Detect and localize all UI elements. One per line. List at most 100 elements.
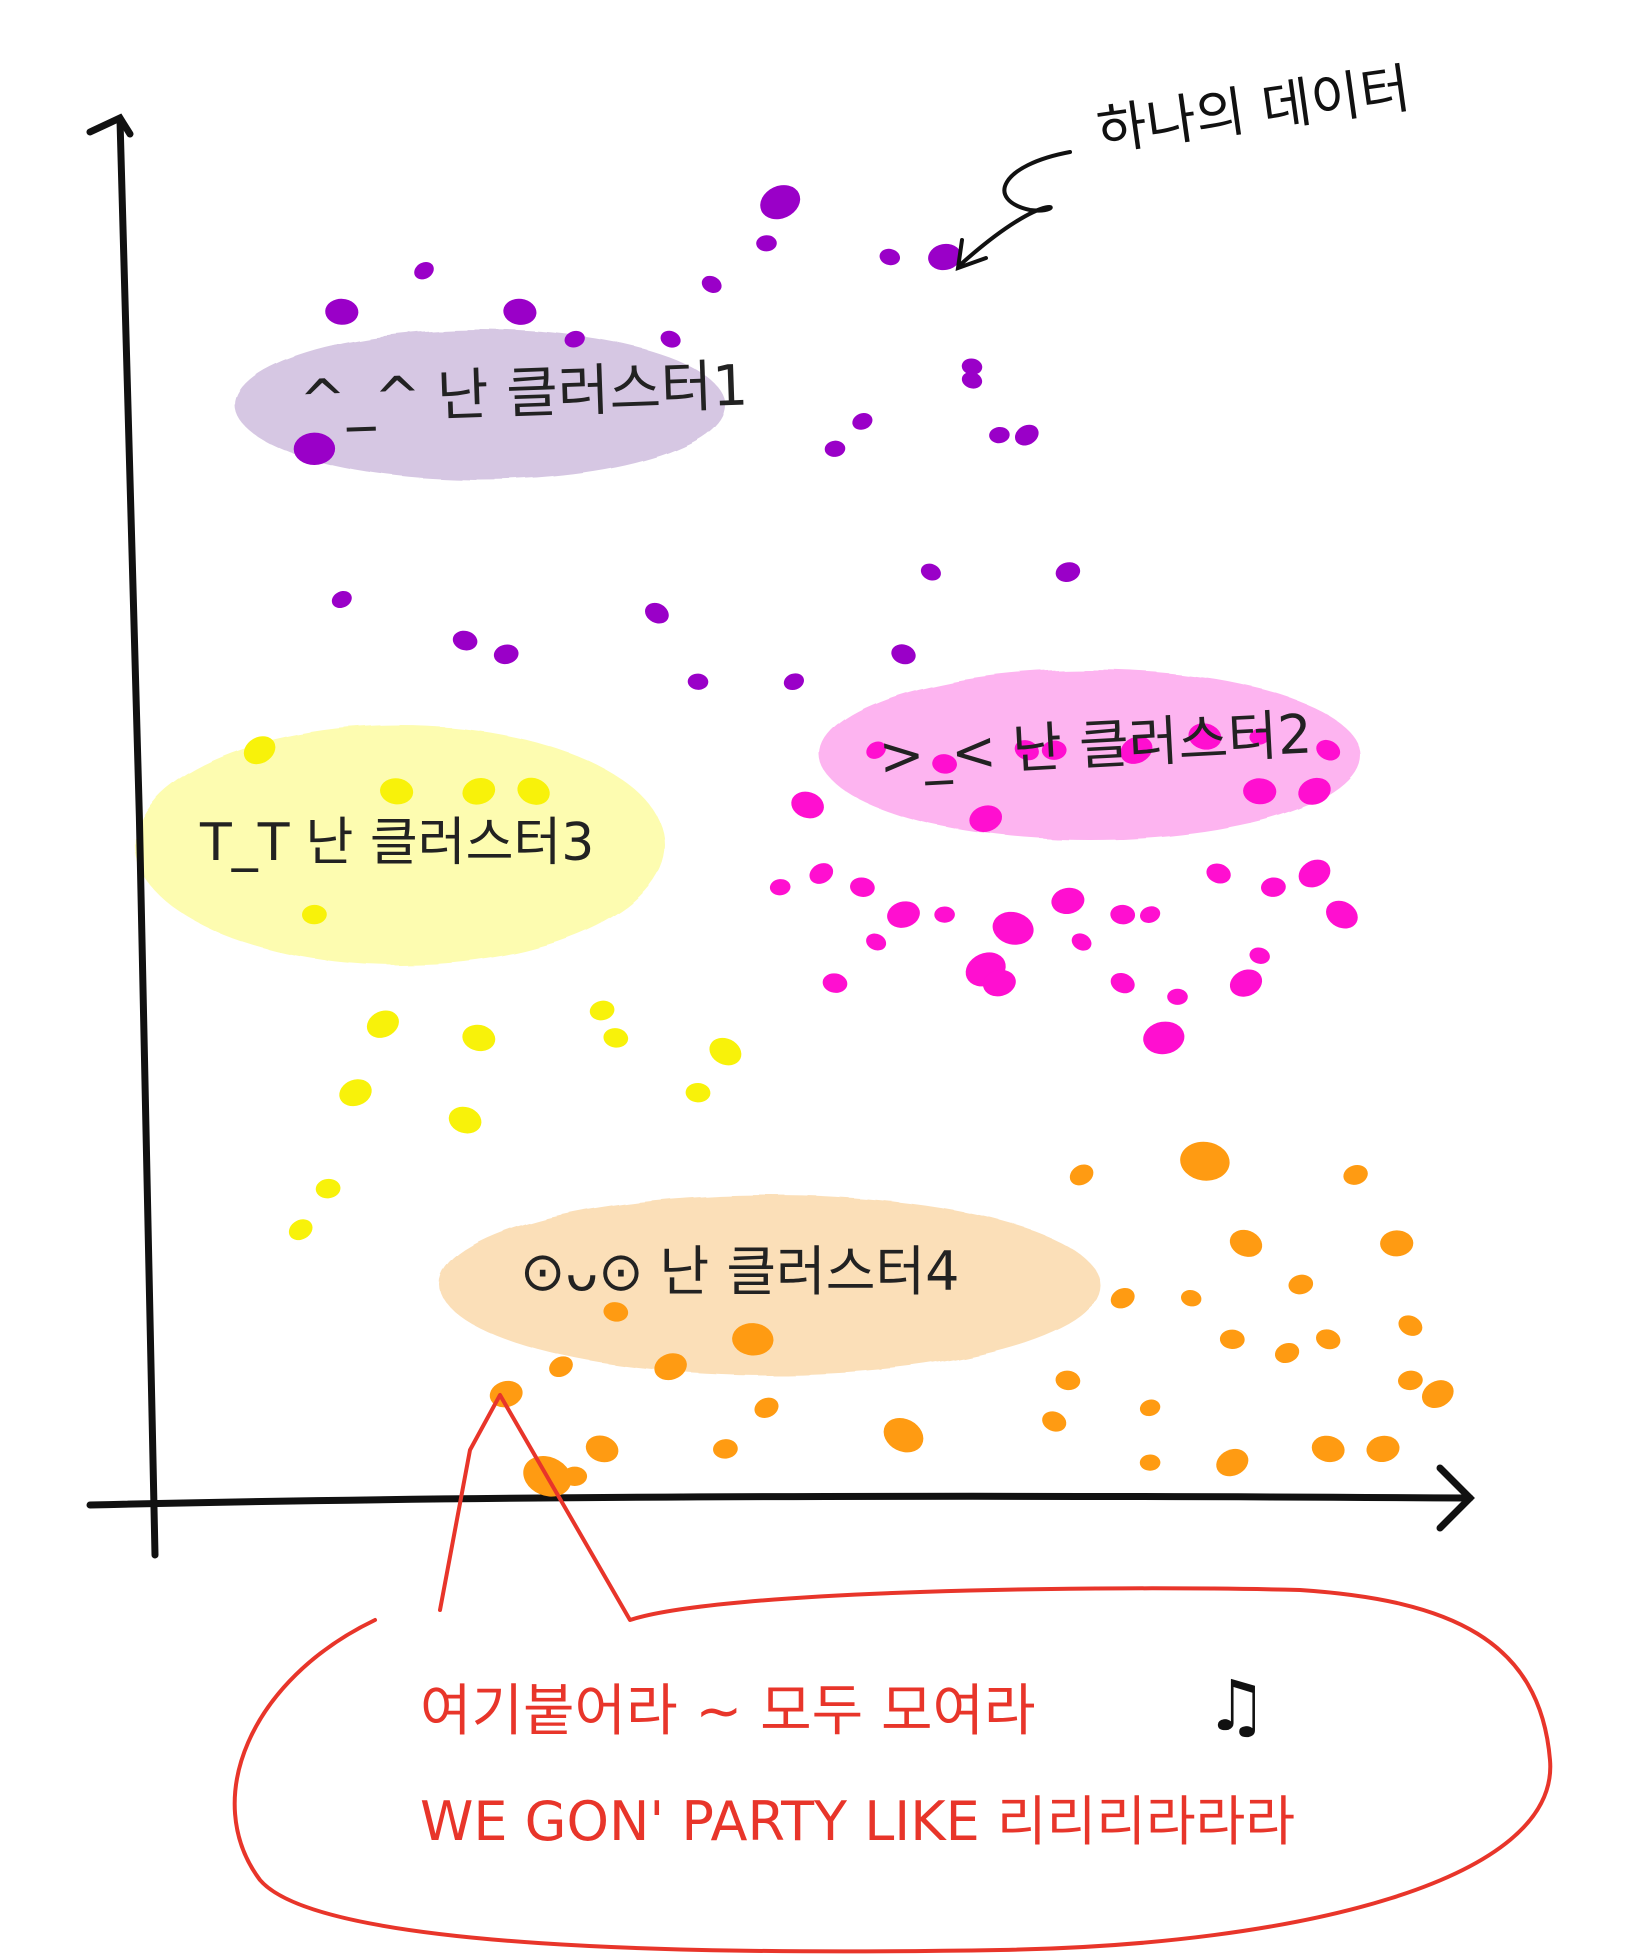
cluster-1-point — [687, 673, 709, 690]
cluster-2-point — [1167, 988, 1188, 1005]
cluster-1-face: ^_^ — [298, 365, 422, 434]
cluster-2-point — [1316, 739, 1341, 761]
cluster-1-point — [452, 630, 478, 651]
cluster-4-point — [1366, 1435, 1400, 1463]
cluster-4-point — [1216, 1448, 1249, 1477]
cluster-1-point — [331, 590, 352, 609]
cluster-1-label: ^_^ 난 클러스터1 — [298, 353, 749, 434]
callout-outline — [232, 1393, 1553, 1954]
cluster-4-point — [1274, 1342, 1300, 1364]
cluster-2-point — [1261, 877, 1286, 897]
cluster-2-point — [932, 754, 957, 774]
cluster-1-point — [701, 275, 722, 293]
cluster-2-point — [1041, 740, 1067, 760]
cluster-2-bubble — [820, 670, 1360, 840]
cluster-3-point — [685, 1082, 711, 1103]
cluster-3-face: T_T — [199, 813, 290, 873]
cluster-1-bubble — [235, 330, 725, 480]
cluster-1-point — [325, 298, 359, 325]
callout-line-1: 여기붙어라 ~ 모두 모여라 — [420, 1679, 1036, 1744]
cluster-2-name: 난 클러스터2 — [1011, 702, 1314, 781]
cluster-2-point — [791, 791, 824, 819]
cluster-3-point — [517, 777, 550, 805]
cluster-2-face: >_< — [877, 719, 998, 788]
annotation-text: 하나의 데이터 — [1093, 57, 1414, 163]
cluster-1-point — [783, 673, 804, 691]
cluster-1-point — [645, 602, 669, 624]
cluster-4-point — [1398, 1315, 1423, 1336]
cluster-2-point — [1143, 1021, 1185, 1055]
cluster-1-name: 난 클러스터1 — [436, 353, 749, 429]
cluster-4-point — [1380, 1230, 1414, 1257]
x-axis — [86, 1492, 1474, 1509]
cluster-1-point — [660, 330, 681, 348]
cluster-2-label: >_< 난 클러스터2 — [877, 702, 1313, 788]
x-axis-arrow — [1436, 1464, 1475, 1532]
cluster-3-point — [462, 1024, 496, 1052]
cluster-4-point — [1288, 1274, 1314, 1295]
cluster-4-point — [585, 1435, 619, 1463]
cluster-2-point — [1298, 777, 1331, 805]
cluster-1-point — [1014, 424, 1039, 446]
cluster-3-name: 난 클러스터3 — [306, 813, 595, 873]
cluster-1-point — [414, 261, 434, 280]
cluster-2-point — [1110, 904, 1136, 925]
cluster-1-point — [852, 413, 873, 430]
cluster-1-point — [493, 644, 519, 665]
cluster-4-point — [754, 1397, 779, 1418]
axes — [86, 113, 1475, 1559]
cluster-2-point — [769, 879, 791, 896]
cluster-3-point — [462, 777, 496, 805]
cluster-3-point — [302, 904, 327, 925]
data-points — [243, 185, 1454, 1497]
cluster-3-point — [243, 736, 276, 765]
y-axis — [116, 116, 159, 1559]
cluster-2-point — [969, 805, 1003, 833]
cluster-4-point — [549, 1356, 573, 1378]
cluster-1-point — [989, 426, 1010, 444]
cluster-3-point — [366, 1010, 399, 1038]
cluster-2-point — [1014, 740, 1039, 761]
annotation-arrow — [958, 150, 1072, 267]
cluster-1-point — [564, 330, 585, 348]
cluster-4-bubble — [440, 1195, 1100, 1375]
cluster-3-label: T_T 난 클러스터3 — [199, 813, 594, 873]
cluster-2-point — [1051, 887, 1085, 915]
cluster-4-point — [603, 1302, 629, 1322]
cluster-4-point — [1180, 1141, 1230, 1181]
speech-callout: 여기붙어라 ~ 모두 모여라 ♫ WE GON' PARTY LIKE 리리리라… — [232, 1393, 1553, 1954]
cluster-4-point — [562, 1466, 588, 1487]
cluster-4-point — [1311, 1435, 1345, 1463]
cluster-4-point — [1316, 1329, 1341, 1350]
cluster-2-point — [1298, 859, 1331, 888]
cluster-2-point — [1326, 900, 1358, 929]
cluster-2-point — [1249, 947, 1270, 964]
cluster-3-point — [589, 1000, 615, 1021]
cluster-4-point — [1042, 1411, 1067, 1432]
cluster-1-point — [503, 298, 537, 325]
cluster-4-point — [1139, 1399, 1161, 1417]
cluster-2-point — [809, 863, 834, 884]
cluster-4-face: ⊙ᴗ⊙ — [520, 1240, 644, 1303]
cluster-4-point — [1229, 1229, 1263, 1257]
cluster-4-point — [1055, 1370, 1081, 1391]
cluster-4-point — [1110, 1287, 1135, 1309]
cluster-4-point — [1180, 1289, 1202, 1307]
cluster-4-point — [1139, 1454, 1161, 1471]
cluster-3-point — [448, 1106, 482, 1134]
cluster-2-point — [1110, 972, 1135, 994]
cluster-1-point — [293, 432, 336, 466]
cluster-4-point — [654, 1353, 687, 1381]
cluster-3-point — [339, 1079, 372, 1107]
cluster-3-point — [288, 1219, 313, 1241]
cluster-3-point — [380, 778, 414, 805]
cluster-1-point — [961, 358, 983, 375]
cluster-2-point — [866, 741, 886, 759]
y-axis-arrow — [86, 113, 134, 138]
cluster-1-point — [879, 248, 901, 266]
cluster-4-point — [732, 1323, 774, 1356]
cluster-1-point — [824, 440, 846, 457]
cluster-1-point — [928, 243, 962, 271]
annotation-arrowhead — [955, 238, 988, 271]
cluster-2-point — [1120, 736, 1153, 764]
